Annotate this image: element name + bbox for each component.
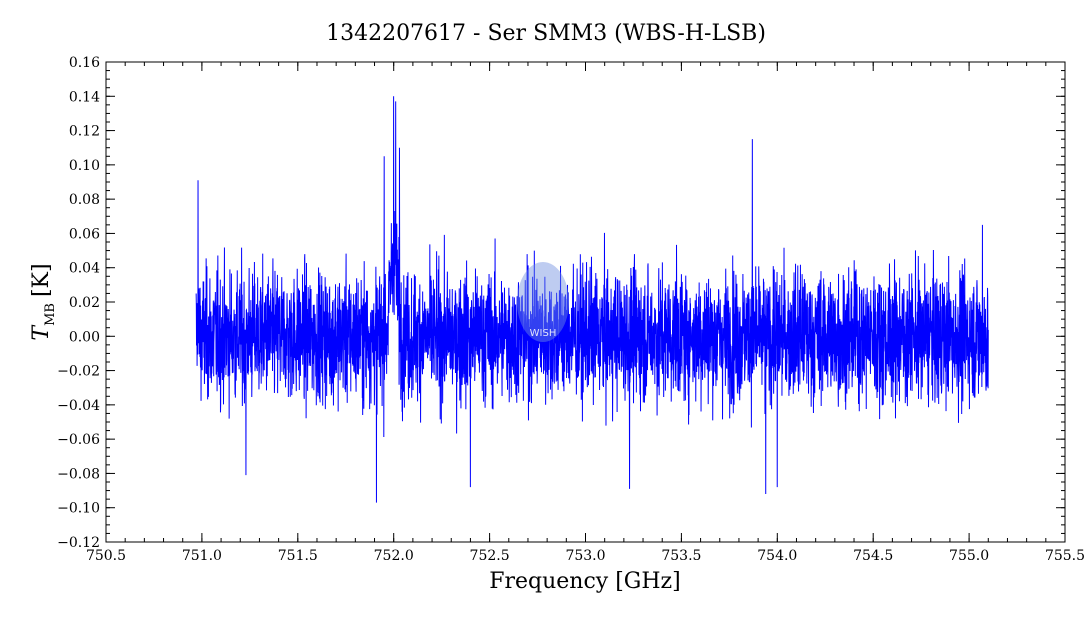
y-tick-label: 0.14	[69, 89, 100, 105]
y-tick-label: −0.08	[57, 466, 100, 482]
y-tick-label: 0.12	[69, 124, 100, 140]
plot-area: WISH 750.5 751.0 751.5 752.0 752.5 753.0 753.5…	[57, 55, 1085, 564]
x-tick-label: 751.0	[182, 548, 222, 564]
y-tick-label: 0.02	[69, 295, 100, 311]
y-tick-label: 0.06	[69, 226, 100, 242]
x-tick-label: 755.0	[949, 548, 989, 564]
y-tick-label: −0.06	[57, 432, 100, 448]
y-axis-tick-labels: −0.12 −0.10 −0.08 −0.06 −0.04 −0.02 0.00 0.02 0.…	[57, 55, 100, 551]
x-tick-label: 753.0	[565, 548, 605, 564]
x-tick-label: 754.0	[757, 548, 797, 564]
y-axis-ticks	[106, 61, 1065, 543]
y-axis-label-subscript: MB	[43, 303, 58, 326]
spectrum-series-line	[195, 96, 989, 503]
x-tick-label: 753.5	[661, 548, 701, 564]
x-tick-label: 751.5	[278, 548, 318, 564]
x-tick-label: 752.5	[470, 548, 510, 564]
y-tick-label: 0.08	[69, 192, 100, 208]
y-tick-label: −0.02	[57, 364, 100, 380]
y-tick-label: −0.10	[57, 501, 100, 517]
x-tick-label: 754.5	[853, 548, 893, 564]
x-axis-label: Frequency [GHz]	[489, 569, 681, 594]
wish-watermark: WISH	[517, 262, 569, 342]
y-axis-label-unit: [K]	[29, 263, 54, 297]
y-tick-label: 0.10	[69, 158, 100, 174]
y-tick-label: −0.12	[57, 535, 100, 551]
x-tick-label: 750.5	[86, 548, 126, 564]
y-tick-label: −0.04	[57, 398, 100, 414]
y-tick-label: 0.16	[69, 55, 100, 71]
watermark-text: WISH	[530, 328, 557, 339]
y-tick-label: 0.04	[69, 261, 100, 277]
chart-title: 1342207617 - Ser SMM3 (WBS-H-LSB)	[326, 21, 766, 46]
x-tick-label: 755.5	[1045, 548, 1085, 564]
x-axis-tick-labels: 750.5 751.0 751.5 752.0 752.5 753.0 753.5 754.0…	[86, 548, 1085, 564]
x-axis-ticks	[105, 62, 1066, 542]
x-tick-label: 752.0	[374, 548, 414, 564]
y-axis-label: TMB [K]	[29, 263, 58, 340]
y-axis-label-symbol: T	[29, 324, 54, 341]
y-tick-label: 0.00	[69, 329, 100, 345]
